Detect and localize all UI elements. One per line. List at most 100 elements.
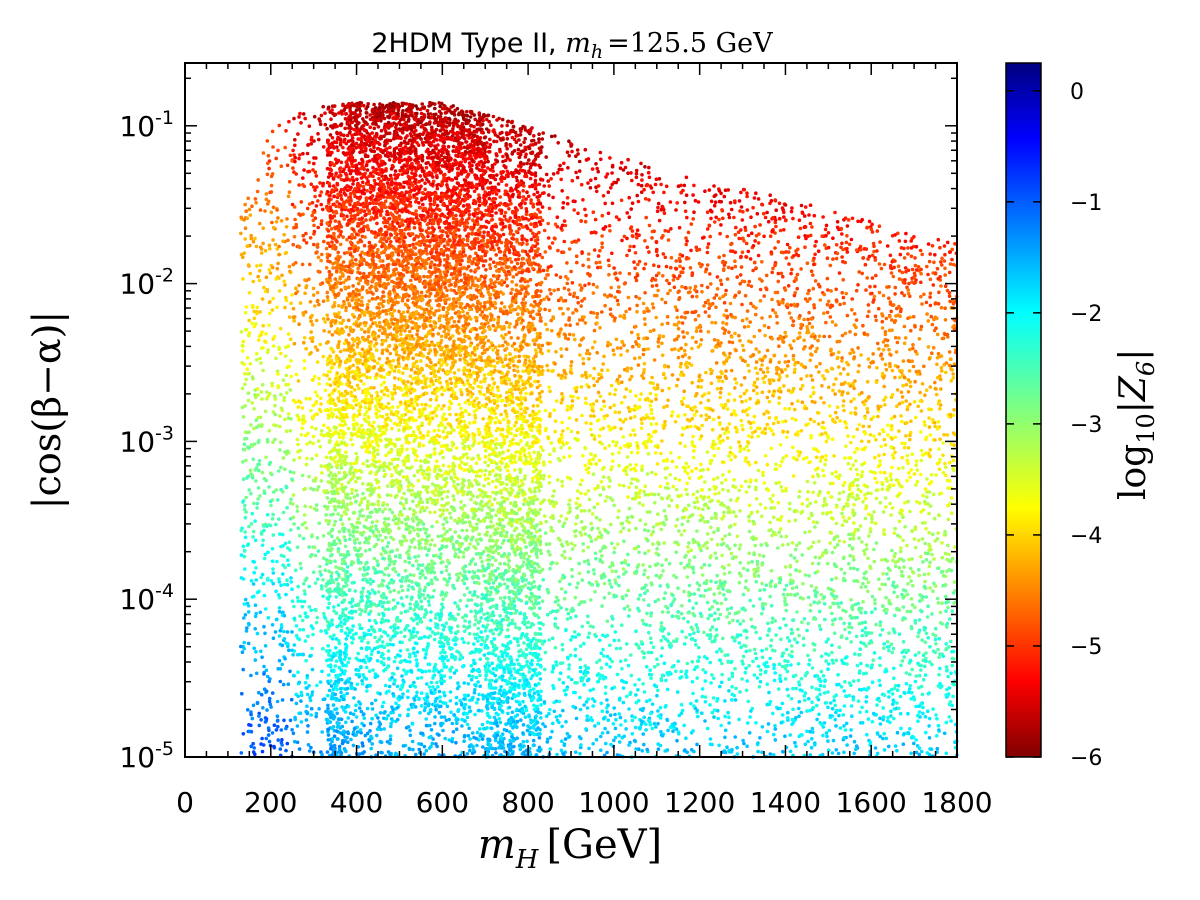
scatter-point xyxy=(889,310,893,314)
scatter-point xyxy=(252,571,256,575)
scatter-point xyxy=(288,265,292,269)
scatter-point xyxy=(317,117,321,121)
scatter-point xyxy=(546,269,550,273)
scatter-point xyxy=(775,321,779,325)
scatter-point xyxy=(419,497,423,501)
scatter-point xyxy=(553,134,557,138)
scatter-point xyxy=(429,398,433,402)
scatter-point xyxy=(470,598,474,602)
scatter-point xyxy=(295,373,299,377)
scatter-point xyxy=(923,393,927,397)
scatter-point xyxy=(738,690,742,694)
scatter-point xyxy=(257,486,261,490)
scatter-point xyxy=(882,348,886,352)
scatter-point xyxy=(402,604,406,608)
scatter-point xyxy=(384,428,388,432)
scatter-point xyxy=(848,681,852,685)
scatter-point xyxy=(605,495,609,499)
scatter-point xyxy=(484,449,488,453)
scatter-point xyxy=(271,691,275,695)
scatter-point xyxy=(929,385,933,389)
scatter-point xyxy=(255,672,259,676)
scatter-point xyxy=(348,533,352,537)
scatter-point xyxy=(890,271,894,275)
scatter-point xyxy=(686,545,690,549)
scatter-point xyxy=(537,693,541,697)
scatter-point xyxy=(352,179,356,183)
scatter-point xyxy=(628,463,632,467)
scatter-point xyxy=(566,307,570,311)
scatter-point xyxy=(750,231,754,235)
scatter-point xyxy=(586,614,590,618)
scatter-point xyxy=(860,391,864,395)
scatter-point xyxy=(726,607,730,611)
scatter-point xyxy=(743,188,747,192)
scatter-point xyxy=(884,505,888,509)
scatter-point xyxy=(691,295,695,299)
scatter-point xyxy=(381,640,385,644)
scatter-point xyxy=(833,392,837,396)
scatter-point xyxy=(933,539,937,543)
scatter-point xyxy=(598,677,602,681)
scatter-point xyxy=(299,562,303,566)
scatter-point xyxy=(849,411,853,415)
scatter-point xyxy=(885,317,889,321)
scatter-point xyxy=(342,217,346,221)
scatter-point xyxy=(603,582,607,586)
scatter-point xyxy=(527,446,531,450)
scatter-point xyxy=(446,559,450,563)
scatter-point xyxy=(607,425,611,429)
scatter-point xyxy=(599,151,603,155)
scatter-point xyxy=(665,265,669,269)
scatter-point xyxy=(603,417,607,421)
scatter-point xyxy=(881,326,885,330)
scatter-point xyxy=(536,404,540,408)
scatter-point xyxy=(645,184,649,188)
scatter-point xyxy=(700,424,704,428)
scatter-point xyxy=(500,241,504,245)
scatter-point xyxy=(379,711,383,715)
scatter-point xyxy=(831,320,835,324)
scatter-point xyxy=(306,674,310,678)
scatter-point xyxy=(584,464,588,468)
scatter-point xyxy=(542,269,546,273)
scatter-point xyxy=(703,189,707,193)
scatter-point xyxy=(647,603,651,607)
scatter-point xyxy=(352,713,356,717)
scatter-point xyxy=(928,295,932,299)
scatter-point xyxy=(685,176,689,180)
scatter-point xyxy=(945,665,949,669)
scatter-point xyxy=(697,507,701,511)
scatter-point xyxy=(279,629,283,633)
scatter-point xyxy=(663,662,667,666)
scatter-point xyxy=(943,306,947,310)
scatter-point xyxy=(346,565,350,569)
scatter-point xyxy=(631,201,635,205)
scatter-point xyxy=(256,497,260,501)
scatter-point xyxy=(873,602,877,606)
scatter-point xyxy=(748,504,752,508)
scatter-point xyxy=(877,454,881,458)
scatter-point xyxy=(277,593,281,597)
scatter-point xyxy=(670,499,674,503)
scatter-point xyxy=(686,620,690,624)
scatter-point xyxy=(622,567,626,571)
scatter-point xyxy=(692,571,696,575)
scatter-point xyxy=(541,642,545,646)
scatter-point xyxy=(341,146,345,150)
scatter-point xyxy=(552,172,556,176)
scatter-point xyxy=(253,237,257,241)
scatter-point xyxy=(510,288,514,292)
scatter-point xyxy=(809,395,813,399)
scatter-point xyxy=(940,263,944,267)
scatter-point xyxy=(391,405,395,409)
scatter-point xyxy=(324,519,328,523)
scatter-point xyxy=(248,208,252,212)
scatter-point xyxy=(387,574,391,578)
scatter-point xyxy=(617,584,621,588)
scatter-point xyxy=(410,162,414,166)
scatter-point xyxy=(301,183,305,187)
scatter-point xyxy=(910,529,914,533)
scatter-point xyxy=(927,572,931,576)
scatter-point xyxy=(627,707,631,711)
